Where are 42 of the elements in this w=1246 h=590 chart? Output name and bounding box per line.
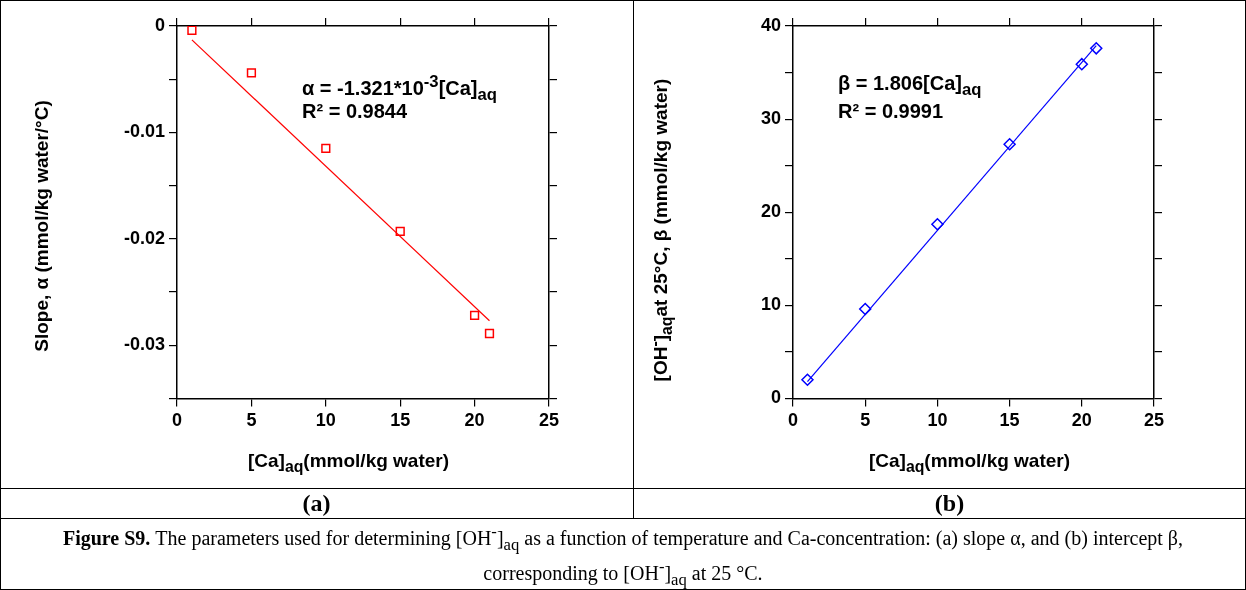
point	[246, 68, 257, 78]
y-tick-label: 40	[760, 14, 782, 35]
x-axis-title: [Ca]$_{aq}$(mmol/kg water)	[867, 450, 1072, 476]
point	[484, 328, 495, 339]
y-tick-label: 20	[760, 201, 782, 222]
point	[1003, 137, 1016, 151]
annotation: R² = 0.9991	[838, 100, 944, 123]
annotation: β = 1.806[Ca]$_{aq}$	[838, 72, 982, 100]
x-tick-label: 25	[1143, 410, 1165, 431]
text: (a)	[301, 490, 332, 517]
point	[801, 373, 814, 387]
point	[469, 310, 480, 321]
x-tick-label: 0	[172, 410, 183, 431]
x-tick-label: 20	[1071, 410, 1092, 431]
text: (b)	[933, 490, 966, 517]
text: The parameters used for determining [OH$^{-}$]$_{aq}$ as a function of temperature and Ca-concentration: (a) slope α, and (b) intercept β, corresponding to [OH$^{-}$]$_{aq}$ at 25 °C.	[155, 522, 1184, 590]
point	[1075, 57, 1089, 71]
point	[187, 26, 197, 35]
y-tick-label: -0.03	[124, 334, 166, 355]
x-tick-label: 10	[315, 410, 336, 431]
y-tick-label: 0	[771, 387, 782, 408]
point	[931, 218, 944, 231]
y-axis-title: Slope, α (mmol/kg water/°C)	[31, 99, 53, 354]
x-tick-label: 5	[246, 410, 257, 431]
point	[858, 302, 872, 316]
caption: Figure S9.	[62, 526, 152, 549]
point	[321, 143, 331, 153]
y-tick-label: -0.02	[124, 227, 166, 248]
y-tick-label: 0	[155, 14, 166, 35]
x-tick-label: 25	[538, 410, 560, 431]
y-tick-label: 30	[760, 108, 782, 129]
x-axis-title: [Ca]$_{aq}$(mmol/kg water)	[246, 450, 451, 476]
y-tick-label: 10	[760, 294, 782, 315]
x-tick-label: 5	[860, 410, 871, 431]
x-tick-label: 20	[464, 410, 485, 431]
point	[1089, 42, 1103, 55]
x-tick-label: 15	[999, 410, 1020, 431]
x-tick-label: 0	[788, 410, 799, 431]
point	[395, 226, 405, 236]
x-tick-label: 10	[927, 410, 948, 431]
x-tick-label: 15	[390, 410, 411, 431]
y-tick-label: -0.01	[124, 121, 166, 142]
